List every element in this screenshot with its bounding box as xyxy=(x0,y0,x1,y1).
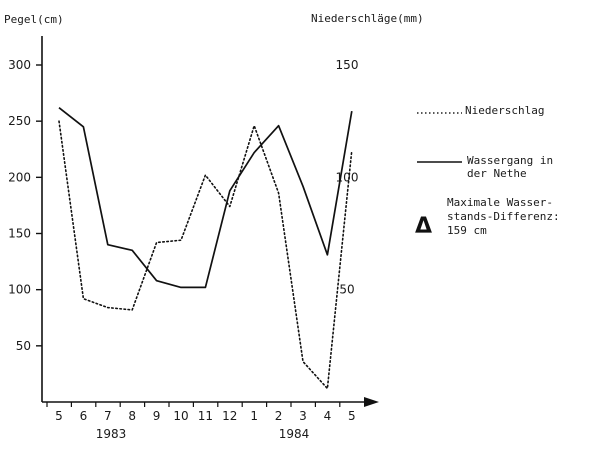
y-left-tick-label-100: 100 xyxy=(8,283,31,297)
y-right-tick-label-150: 150 xyxy=(336,58,359,72)
y-left-axis-title: Pegel(cm) xyxy=(4,13,64,26)
x-tick-label-6: 11 xyxy=(198,409,213,423)
legend-wassergang-label-line1: Wassergang in xyxy=(467,154,553,167)
legend-wassergang-label-line2: der Nethe xyxy=(467,167,527,180)
y-right-tick-label-50: 50 xyxy=(339,283,354,297)
y-left-tick-label-250: 250 xyxy=(8,114,31,128)
delta-icon: Δ xyxy=(415,214,432,239)
legend-niederschlag-label: Niederschlag xyxy=(465,104,544,117)
x-tick-label-10: 3 xyxy=(299,409,307,423)
y-right-axis-title: Niederschläge(mm) xyxy=(311,12,424,25)
x-tick-label-1: 6 xyxy=(80,409,88,423)
legend: Niederschlag Wassergang in der Nethe Δ M… xyxy=(415,104,560,239)
max-diff-line1: Maximale Wasser- xyxy=(447,196,553,209)
x-tick-label-11: 4 xyxy=(324,409,332,423)
x-tick-label-0: 5 xyxy=(55,409,63,423)
x-tick-label-4: 9 xyxy=(153,409,161,423)
x-tick-label-9: 2 xyxy=(275,409,283,423)
y-left-tick-label-50: 50 xyxy=(16,339,31,353)
y-left-tick-label-200: 200 xyxy=(8,170,31,184)
x-tick-label-8: 1 xyxy=(250,409,258,423)
x-tick-label-12: 5 xyxy=(348,409,356,423)
x-tick-label-3: 8 xyxy=(128,409,136,423)
series-wassergang-line xyxy=(58,107,353,289)
x-tick-label-5: 10 xyxy=(173,409,188,423)
series-niederschlag-line xyxy=(58,120,353,390)
y-left-tick-label-300: 300 xyxy=(8,58,31,72)
year-label-1983: 1983 xyxy=(96,427,127,441)
x-ticks: 5 6 7 8 9 10 11 12 1 2 3 4 5 xyxy=(46,402,356,423)
y-left-ticks: 50 100 150 200 250 300 xyxy=(8,58,42,353)
y-left-tick-label-150: 150 xyxy=(8,227,31,241)
max-diff-line2: stands-Differenz: xyxy=(447,210,560,223)
series-layer xyxy=(58,107,353,390)
x-axis-arrow-icon xyxy=(364,397,379,407)
x-tick-label-7: 12 xyxy=(222,409,237,423)
max-diff-line3: 159 cm xyxy=(447,224,487,237)
year-label-1984: 1984 xyxy=(279,427,310,441)
x-tick-label-2: 7 xyxy=(104,409,112,423)
